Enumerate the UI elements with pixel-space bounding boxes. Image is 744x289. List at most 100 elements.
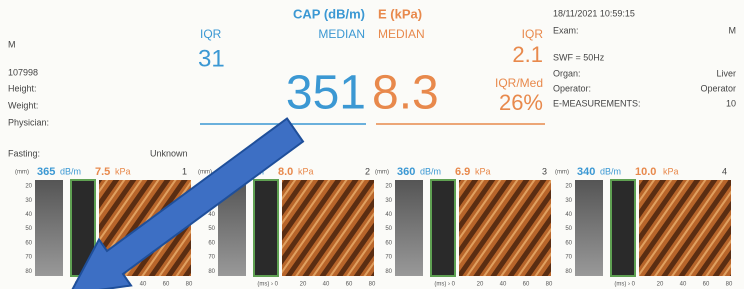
m-mode-strip — [431, 180, 455, 276]
cap-value: 340 — [577, 166, 595, 178]
time-tick: 40 — [500, 282, 507, 288]
depth-tick: 80 — [385, 269, 392, 275]
depth-tick: 80 — [25, 269, 32, 275]
physician-label: Physician: — [8, 117, 49, 127]
cap-value: 365 — [37, 166, 55, 178]
e-iqr-label: IQR — [522, 27, 544, 41]
weight-label: Weight: — [8, 100, 38, 110]
time-label: (ms) › 0 — [257, 282, 278, 288]
m-mode-strip — [254, 180, 278, 276]
depth-tick: 50 — [25, 226, 32, 232]
cap-title: CAP (dB/m) — [293, 6, 365, 21]
depth-unit: (mm) — [375, 170, 389, 176]
swf: SWF = 50Hz — [553, 52, 605, 62]
e-value: 7.5 — [95, 166, 110, 178]
fasting-label: Fasting: — [8, 148, 40, 158]
depth-tick: 70 — [385, 255, 392, 261]
height-label: Height: — [8, 83, 37, 93]
e-title: E (kPa) — [378, 6, 422, 21]
depth-tick: 20 — [385, 184, 392, 190]
organ-label: Organ: — [553, 68, 581, 78]
time-tick: 60 — [703, 282, 710, 288]
exam-value: M — [729, 25, 737, 35]
time-tick: 40 — [323, 282, 330, 288]
panel-number: 3 — [542, 166, 547, 176]
depth-unit: (mm) — [555, 170, 569, 176]
depth-tick: 80 — [208, 269, 215, 275]
depth-tick: 60 — [25, 240, 32, 246]
depth-tick: 40 — [565, 212, 572, 218]
e-unit: kPa — [298, 166, 314, 176]
e-iqr: 2.1 — [512, 42, 543, 67]
cap-median: 351 — [286, 67, 366, 120]
cap-iqr: 31 — [198, 45, 225, 72]
b-mode-strip — [35, 180, 63, 276]
elastogram — [639, 180, 731, 276]
panel-number: 1 — [182, 166, 187, 176]
e-ratio-label: IQR/Med — [495, 76, 543, 90]
depth-tick: 70 — [208, 255, 215, 261]
e-value: 6.9 — [455, 166, 470, 178]
b-mode-strip — [575, 180, 603, 276]
elastogram — [459, 180, 551, 276]
time-tick: 60 — [346, 282, 353, 288]
cap-iqr-label: IQR — [200, 27, 222, 41]
depth-tick: 30 — [25, 198, 32, 204]
time-tick: 20 — [657, 282, 664, 288]
depth-tick: 70 — [565, 255, 572, 261]
depth-tick: 30 — [385, 198, 392, 204]
depth-tick: 20 — [25, 184, 32, 190]
page: M 107998 Height: Weight: Physician: Fast… — [0, 0, 744, 289]
e-unit: kPa — [115, 166, 131, 176]
e-value: 10.0 — [635, 166, 656, 178]
time-tick: 40 — [140, 282, 147, 288]
depth-tick: 80 — [565, 269, 572, 275]
time-tick: 60 — [163, 282, 170, 288]
patient-sex: M — [8, 39, 16, 49]
depth-tick: 20 — [565, 184, 572, 190]
time-tick: 20 — [477, 282, 484, 288]
operator-label: Operator: — [553, 83, 591, 93]
depth-tick: 40 — [208, 212, 215, 218]
time-tick: 80 — [726, 282, 733, 288]
depth-unit: (mm) — [15, 170, 29, 176]
depth-tick: 60 — [208, 240, 215, 246]
depth-tick: 50 — [208, 226, 215, 232]
e-median: 8.3 — [372, 67, 439, 120]
elastogram — [282, 180, 374, 276]
b-mode-strip — [395, 180, 423, 276]
time-tick: 20 — [300, 282, 307, 288]
time-tick: 80 — [546, 282, 553, 288]
report: M 107998 Height: Weight: Physician: Fast… — [0, 0, 744, 289]
count-value: 10 — [726, 98, 736, 108]
fasting-value: Unknown — [150, 148, 188, 158]
operator-value: Operator — [700, 83, 736, 93]
exam-label: Exam: — [553, 25, 579, 35]
panel-number: 2 — [365, 166, 370, 176]
depth-tick: 40 — [385, 212, 392, 218]
time-tick: 40 — [680, 282, 687, 288]
patient-id: 107998 — [8, 67, 38, 77]
cap-unit: dB/m — [60, 166, 81, 176]
cap-median-label: MEDIAN — [318, 27, 365, 41]
e-unit: kPa — [663, 166, 679, 176]
cap-unit: dB/m — [420, 166, 441, 176]
time-tick: 80 — [186, 282, 193, 288]
depth-tick: 60 — [565, 240, 572, 246]
depth-tick: 50 — [385, 226, 392, 232]
cap-value: 360 — [397, 166, 415, 178]
cap-unit: dB/m — [600, 166, 621, 176]
time-label: (ms) › 0 — [614, 282, 635, 288]
depth-tick: 30 — [565, 198, 572, 204]
panel-number: 4 — [722, 166, 727, 176]
organ-value: Liver — [716, 68, 736, 78]
depth-tick: 70 — [25, 255, 32, 261]
depth-tick: 40 — [25, 212, 32, 218]
time-tick: 60 — [523, 282, 530, 288]
time-label: (ms) › 0 — [434, 282, 455, 288]
e-ratio: 26% — [499, 90, 543, 115]
m-mode-strip — [611, 180, 635, 276]
count-label: E-MEASUREMENTS: — [553, 98, 641, 108]
time-tick: 80 — [369, 282, 376, 288]
depth-tick: 50 — [565, 226, 572, 232]
